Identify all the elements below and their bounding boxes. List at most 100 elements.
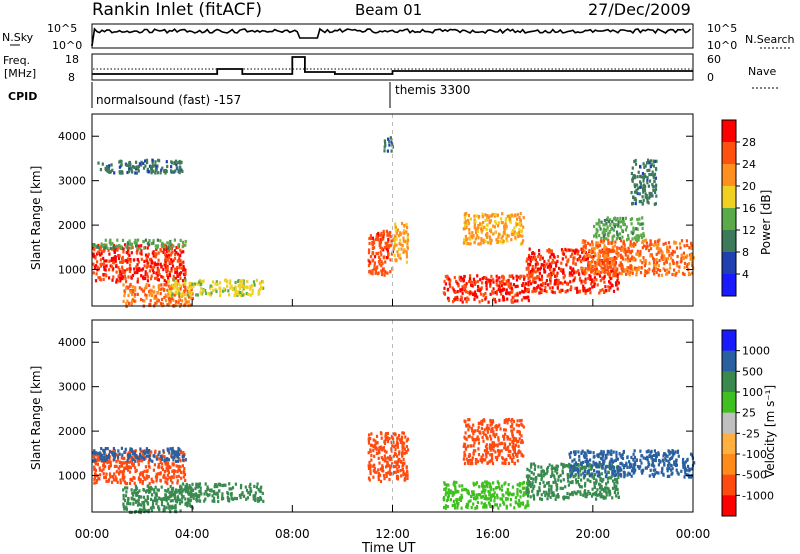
scatter-cell	[485, 227, 488, 231]
scatter-cell	[548, 491, 551, 495]
scatter-cell	[138, 266, 141, 271]
scatter-cell	[505, 279, 508, 283]
scatter-cell	[133, 267, 136, 271]
scatter-cell	[172, 449, 175, 453]
scatter-cell	[179, 284, 182, 288]
scatter-cell	[160, 497, 163, 501]
scatter-cell	[173, 455, 176, 459]
scatter-cell	[373, 241, 376, 245]
scatter-cell	[386, 247, 389, 251]
scatter-cell	[175, 163, 178, 167]
scatter-cell	[631, 255, 634, 259]
scatter-cell	[152, 290, 155, 294]
scatter-cell	[494, 300, 497, 304]
scatter-cell	[108, 457, 111, 461]
scatter-cell	[511, 290, 514, 294]
scatter-cell	[605, 464, 608, 468]
scatter-cell	[174, 169, 177, 173]
scatter-cell	[607, 490, 610, 494]
scatter-cell	[238, 292, 242, 296]
scatter-cell	[155, 247, 158, 251]
scatter-cell	[370, 236, 373, 241]
scatter-cell	[223, 287, 226, 291]
scatter-cell	[443, 291, 446, 295]
scatter-cell	[204, 497, 207, 501]
scatter-cell	[371, 259, 374, 263]
scatter-cell	[130, 246, 133, 250]
scatter-cell	[651, 183, 654, 187]
scatter-cell	[527, 494, 530, 498]
scatter-cell	[157, 270, 160, 274]
scatter-cell	[124, 498, 127, 503]
scatter-cell	[456, 506, 459, 510]
scatter-cell	[153, 488, 156, 492]
scatter-cell	[505, 224, 508, 228]
scatter-cell	[683, 265, 686, 270]
scatter-cell	[589, 277, 592, 281]
scatter-cell	[526, 500, 529, 504]
scatter-cell	[603, 259, 607, 263]
scatter-cell	[689, 257, 692, 261]
scatter-cell	[155, 297, 158, 301]
scatter-cell	[167, 245, 170, 249]
scatter-cell	[582, 266, 585, 271]
scatter-cell	[144, 270, 147, 274]
scatter-cell	[680, 257, 683, 261]
scatter-cell	[246, 280, 249, 284]
scatter-cell	[161, 241, 164, 245]
scatter-cell	[447, 488, 450, 492]
scatter-cell	[385, 472, 388, 476]
scatter-cell	[523, 283, 526, 287]
scatter-cell	[117, 279, 120, 283]
scatter-cell	[464, 222, 467, 226]
scatter-cell	[379, 257, 382, 262]
scatter-cell	[392, 247, 395, 251]
scatter-cell	[249, 489, 252, 494]
scatter-cell	[111, 241, 114, 246]
scatter-cell	[613, 244, 616, 248]
scatter-cell	[480, 238, 483, 243]
scatter-cell	[538, 248, 541, 253]
scatter-cell	[115, 477, 118, 481]
scatter-cell	[452, 492, 455, 496]
scatter-cell	[613, 491, 616, 495]
scatter-cell	[501, 221, 504, 225]
scatter-cell	[497, 232, 500, 236]
scatter-cell	[101, 454, 104, 458]
scatter-cell	[150, 450, 153, 454]
scatter-cell	[145, 454, 148, 458]
scatter-cell	[386, 461, 389, 465]
scatter-cell	[666, 454, 669, 458]
scatter-cell	[656, 243, 659, 247]
scatter-cell	[575, 466, 578, 470]
scatter-cell	[647, 184, 650, 188]
scatter-cell	[131, 170, 134, 174]
scatter-cell	[488, 278, 491, 282]
scatter-cell	[157, 472, 160, 476]
scatter-cell	[654, 243, 657, 247]
scatter-cell	[578, 278, 582, 282]
scatter-cell	[582, 454, 586, 458]
scatter-cell	[121, 255, 124, 259]
scatter-cell	[511, 440, 514, 444]
scatter-cell	[666, 463, 670, 467]
scatter-cell	[221, 492, 224, 496]
scatter-cell	[593, 251, 597, 255]
scatter-cell	[389, 243, 393, 247]
scatter-cell	[622, 223, 625, 227]
scatter-cell	[465, 237, 468, 241]
scatter-cell	[486, 214, 489, 218]
scatter-cell	[383, 269, 386, 273]
scatter-cell	[128, 169, 131, 174]
scatter-cell	[511, 230, 514, 234]
scatter-cell	[93, 465, 96, 469]
scatter-cell	[684, 470, 687, 474]
scatter-cell	[180, 500, 184, 504]
scatter-cell	[114, 258, 117, 262]
scatter-cell	[386, 271, 389, 275]
scatter-cell	[474, 506, 477, 510]
scatter-cell	[616, 254, 619, 258]
scatter-cell	[405, 474, 408, 478]
scatter-cell	[152, 468, 155, 472]
scatter-cell	[175, 246, 178, 250]
